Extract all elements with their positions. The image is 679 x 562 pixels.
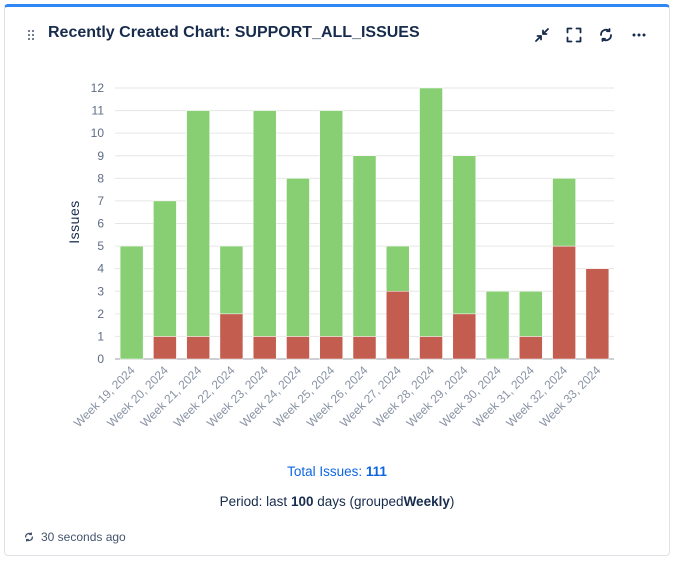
y-axis-label: Issues [66,200,82,243]
bar-segment-created [452,155,477,315]
bar-segment-created [153,200,177,337]
y-tick-label: 8 [97,171,104,185]
widget-header: Recently Created Chart: SUPPORT_ALL_ISSU… [5,7,669,53]
bar-segment-resolved [352,336,377,360]
bar-segment-created [219,245,244,315]
y-tick-label: 2 [97,307,104,321]
period-text: Period: last 100 days (groupedWeekly) [5,494,669,509]
bar-segment-created [252,110,277,337]
y-tick-label: 1 [97,329,104,343]
y-tick-label: 5 [97,239,104,253]
y-tick-label: 12 [91,81,105,95]
bar-segment-resolved [319,336,343,360]
total-issues: Total Issues: 111 [5,464,669,479]
bar-segment-resolved [419,336,443,360]
bar-segment-resolved [286,336,310,360]
bar-segment-resolved [252,336,277,360]
bar-segment-created [119,245,144,360]
y-tick-label: 9 [97,149,104,163]
y-tick-label: 11 [92,104,105,118]
minimize-icon[interactable] [532,25,552,45]
bar-segment-resolved [153,336,177,360]
period-middle: days (grouped [317,494,404,509]
bar-segment-created [552,178,576,247]
bar-segment-resolved [452,313,477,360]
bar-segment-created [485,291,510,360]
total-issues-value[interactable]: 111 [365,464,387,479]
refresh-icon[interactable] [596,25,616,45]
last-refreshed: 30 seconds ago [23,530,126,544]
bar-segment-resolved [219,313,244,360]
bar-segment-created [419,87,443,337]
refresh-small-icon [25,532,33,542]
bar-segment-resolved [552,245,576,360]
chart-widget: Recently Created Chart: SUPPORT_ALL_ISSU… [4,4,670,556]
bar-segment-created [386,245,410,292]
bar-segment-resolved [186,336,210,360]
widget-title: Recently Created Chart: SUPPORT_ALL_ISSU… [48,24,420,41]
last-refreshed-text: 30 seconds ago [41,530,126,544]
period-days: 100 [290,494,314,509]
more-options-icon[interactable] [629,25,649,45]
y-tick-label: 10 [91,126,105,140]
bar-segment-resolved [519,336,543,360]
y-tick-label: 3 [97,284,104,298]
period-prefix: Period: last [219,494,288,509]
y-tick-label: 6 [97,217,104,231]
period-suffix: ) [449,494,455,509]
bar-segment-created [319,110,343,337]
bar-segment-created [352,155,377,337]
fullscreen-icon[interactable] [564,25,584,45]
total-issues-label: Total Issues: [287,464,363,479]
chart-area: 0 1 2 3 4 5 6 7 8 9 10 11 12 Issues Week 19, 2024 Week … [5,7,665,462]
y-tick-label: 0 [97,352,104,366]
drag-handle-icon[interactable] [28,30,36,42]
bar-segment-resolved [585,268,610,360]
period-group: Weekly [403,494,450,509]
bar-segment-resolved [386,291,410,360]
bar-segment-created [186,110,210,337]
bar-segment-created [286,178,310,337]
bar-segment-created [519,291,543,337]
y-tick-label: 4 [97,262,104,276]
y-tick-label: 7 [97,194,104,208]
